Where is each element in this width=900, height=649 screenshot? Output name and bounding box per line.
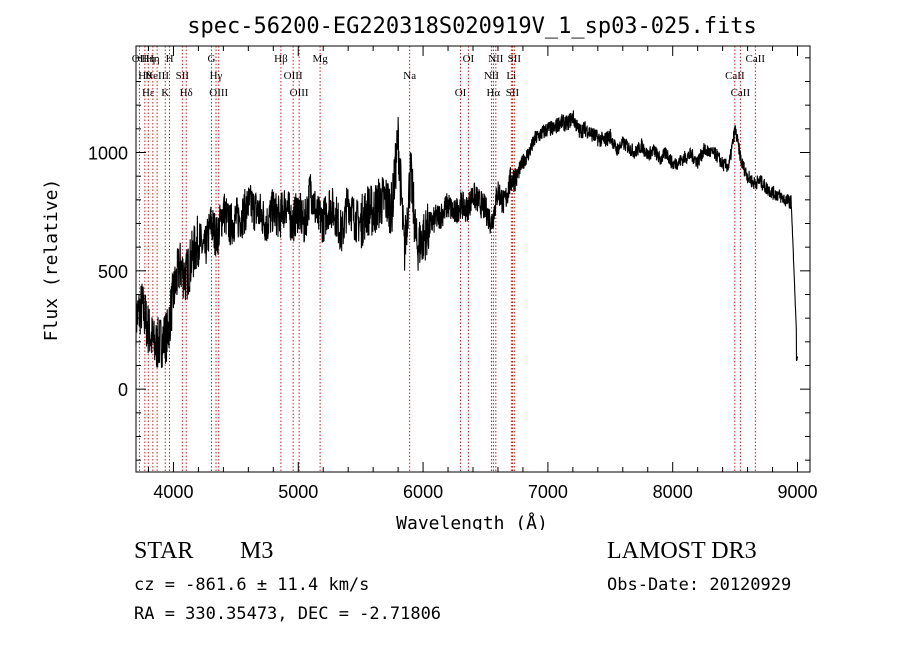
axis-tick-group: 4000 5000 6000 7000 8000 9000 0 500 1000 [88, 46, 818, 502]
line-label: G [208, 53, 216, 65]
y-tick-label: 1000 [88, 144, 128, 164]
line-label: Li [506, 70, 516, 82]
y-tick-label: 0 [118, 380, 128, 400]
line-label: OI [455, 87, 467, 99]
line-label: Hε [142, 87, 155, 99]
plot-frame [135, 45, 811, 473]
spectrum-plot: OIIHθHεHηHηNeIIIKHSIIHδGHγOIIIHβOIIIOIII… [41, 14, 818, 530]
obs-date: Obs-Date: 20120929 [607, 575, 792, 595]
line-label: OIII [290, 87, 309, 99]
line-label: K [161, 87, 169, 99]
y-tick-label: 500 [98, 262, 128, 282]
line-label: CaII [725, 70, 745, 82]
velocity-readout: cz = -861.6 ± 11.4 km/s [134, 575, 370, 595]
line-label: NII [488, 53, 504, 65]
x-axis-label: Wavelength (Å) [396, 512, 548, 530]
x-tick-label: 8000 [653, 482, 693, 502]
y-axis-label: Flux (relative) [41, 179, 62, 342]
line-label: OIII [284, 70, 303, 82]
line-label: SII [506, 87, 520, 99]
x-tick-label: 9000 [777, 482, 817, 502]
line-label: NII [484, 70, 500, 82]
object-subclass: M3 [240, 538, 274, 564]
line-label: SII [508, 53, 522, 65]
x-tick-label: 7000 [528, 482, 568, 502]
line-label: Hδ [180, 87, 193, 99]
line-label: CaII [746, 53, 766, 65]
line-label: Hθ [138, 70, 151, 82]
line-label: SII [176, 70, 190, 82]
x-tick-label: 4000 [153, 482, 193, 502]
line-marker-group [138, 46, 756, 472]
line-label: Hη [141, 53, 155, 65]
chart-title: spec-56200-EG220318S020919V_1_sp03-025.f… [187, 14, 757, 39]
line-label: H [166, 53, 174, 65]
line-label-group: OIIHθHεHηHηNeIIIKHSIIHδGHγOIIIHβOIIIOIII… [132, 53, 766, 99]
line-label: Hβ [274, 53, 288, 65]
survey-name: LAMOST DR3 [607, 538, 757, 564]
line-label: Na [403, 70, 416, 82]
line-label: OI [463, 53, 475, 65]
spectrum-series-line [135, 110, 799, 368]
x-tick-label: 5000 [278, 482, 318, 502]
line-label: Hγ [210, 70, 223, 82]
coordinates-readout: RA = 330.35473, DEC = -2.71806 [134, 604, 442, 624]
line-label: CaII [731, 87, 751, 99]
line-label: NeIII [145, 70, 169, 82]
x-tick-label: 6000 [403, 482, 443, 502]
line-label: Mg [312, 53, 328, 65]
object-class: STAR [134, 538, 194, 564]
line-label: OIII [209, 87, 228, 99]
line-label: Hη [146, 53, 160, 65]
line-label: Hα [486, 87, 500, 99]
